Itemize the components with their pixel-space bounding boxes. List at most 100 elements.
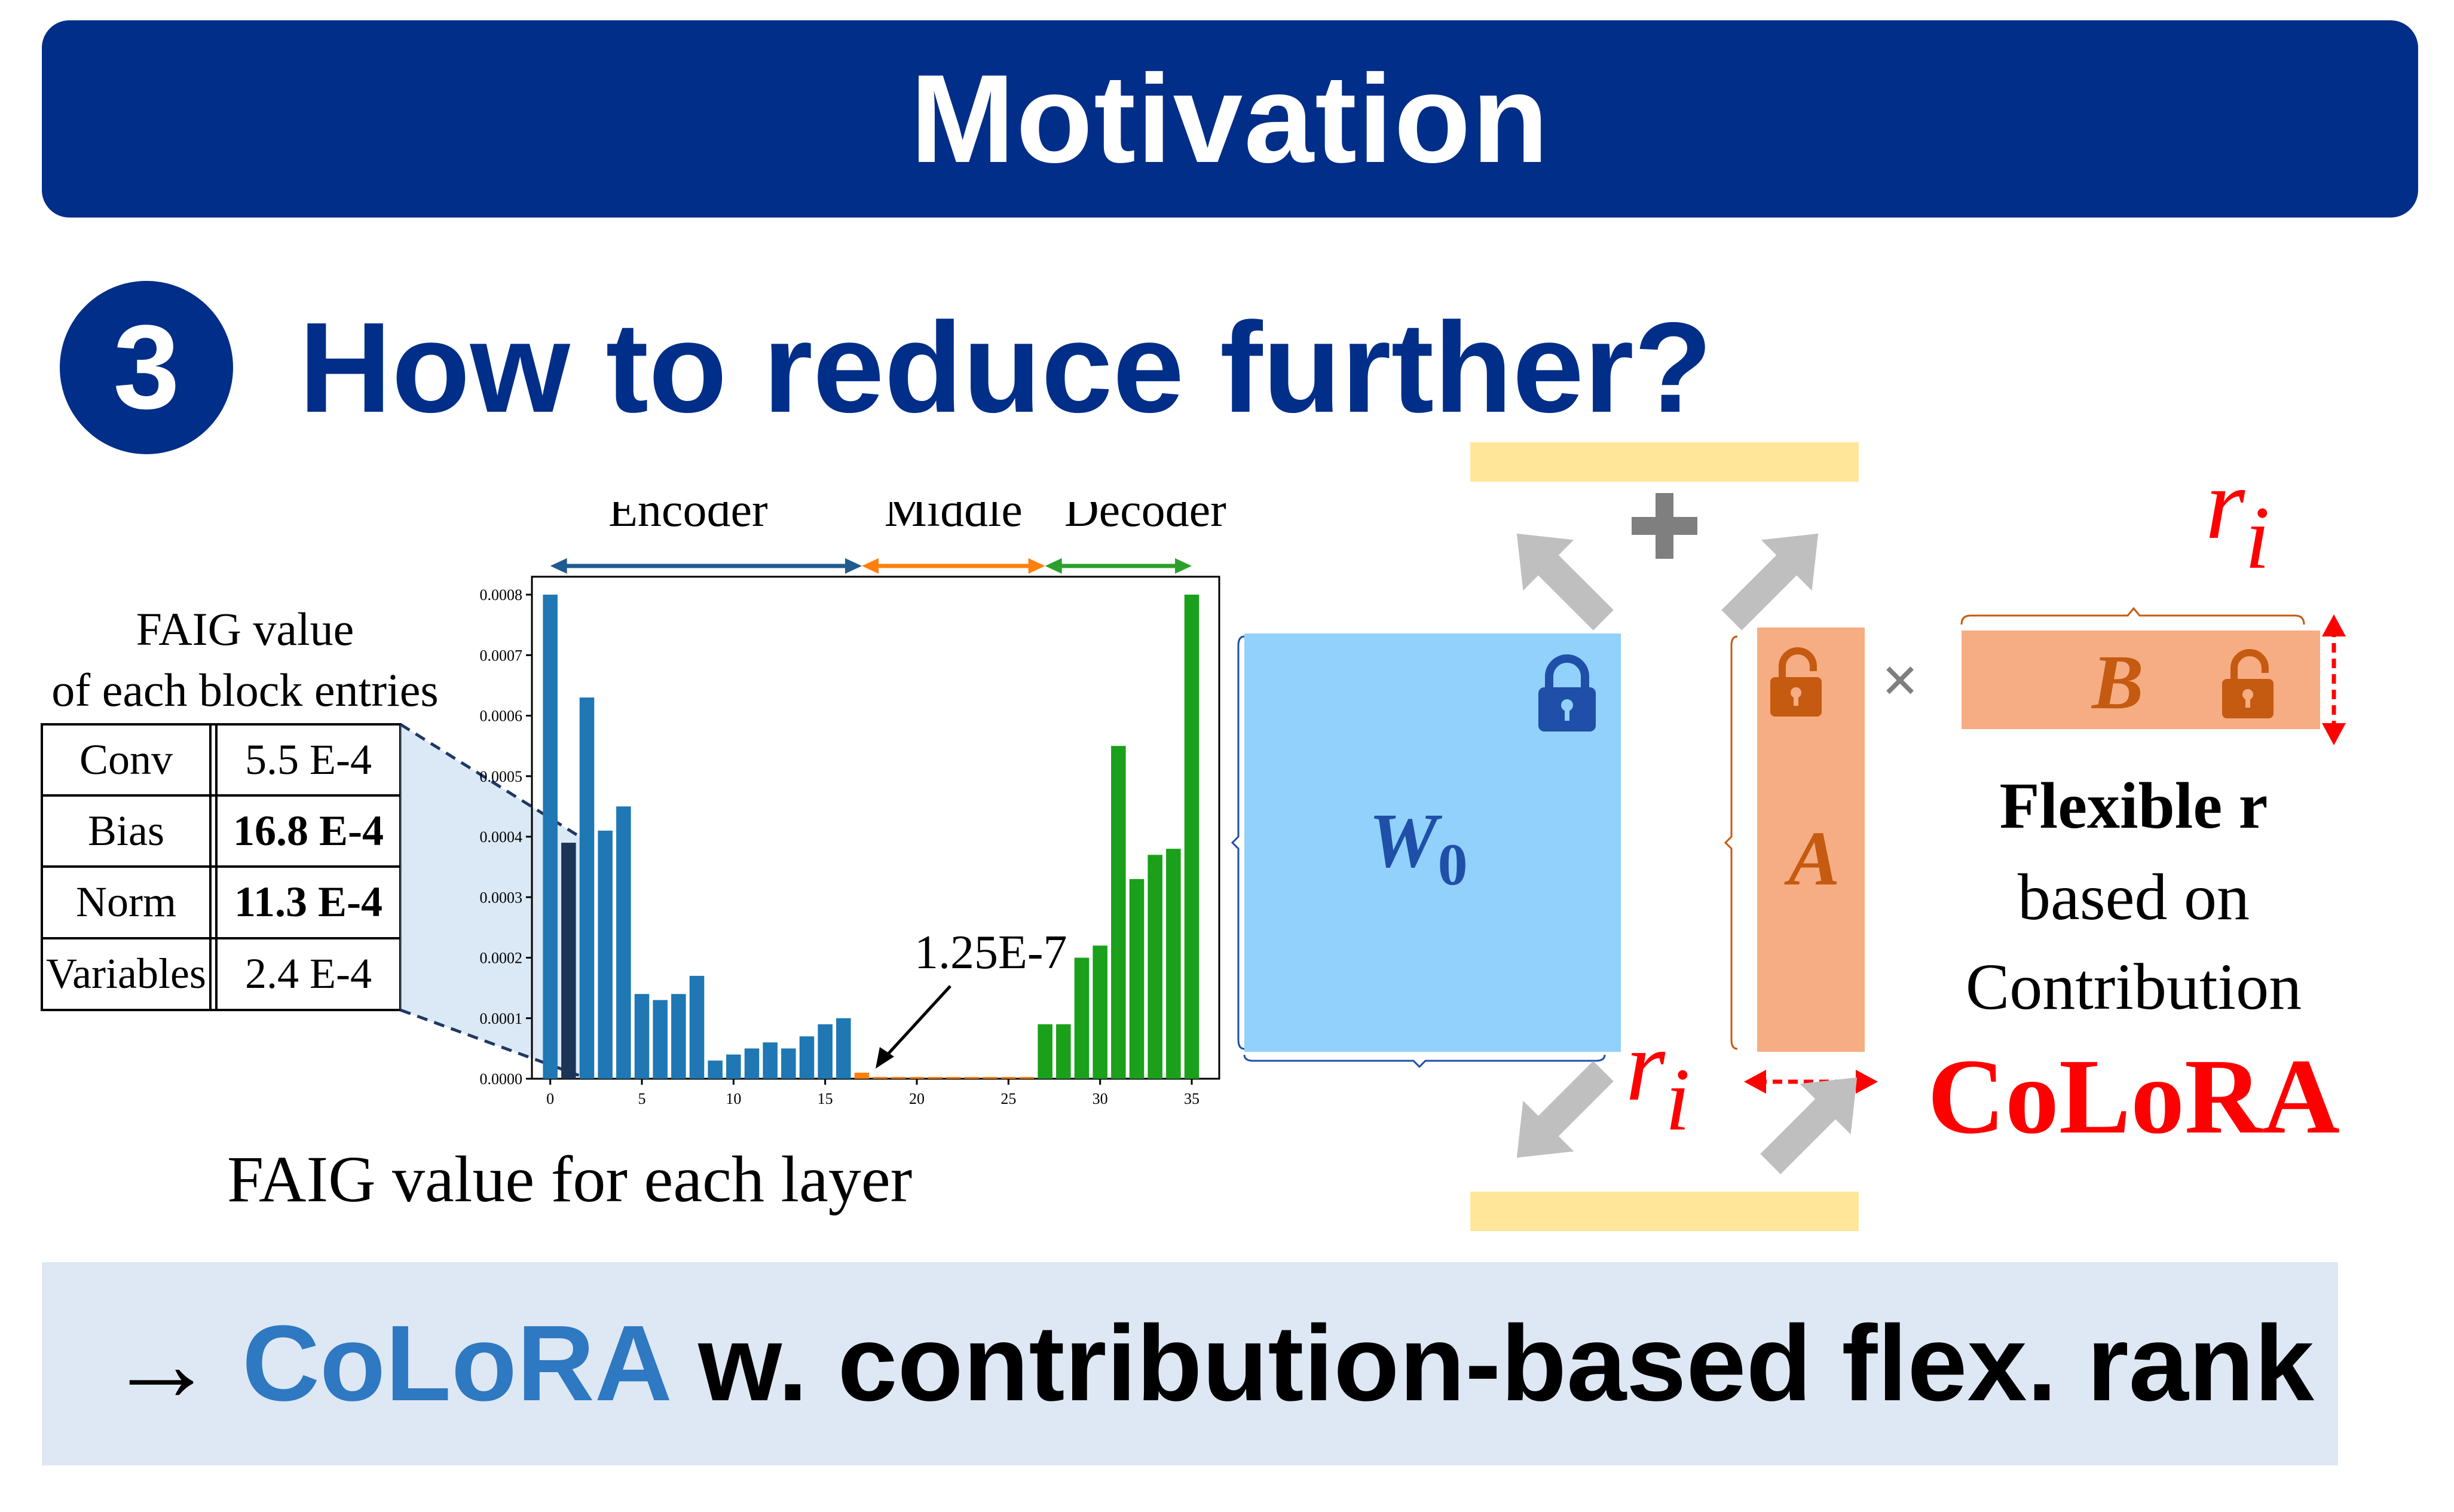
a-left-brace (1724, 635, 1738, 1050)
x-tick-label: 30 (1093, 1090, 1108, 1107)
x-tick-label: 10 (726, 1090, 741, 1107)
w0-left-brace (1231, 635, 1245, 1050)
faig-row-name: Conv (79, 736, 173, 783)
lock-icon (1538, 654, 1596, 731)
section-arrowhead (862, 558, 879, 574)
input-feature-bar (1470, 1192, 1859, 1231)
chart-bar (964, 1077, 980, 1079)
chart-bar (1184, 595, 1200, 1079)
x-tick-label: 0 (546, 1090, 554, 1107)
chart-bar (1056, 1024, 1071, 1079)
arrow-up-left-to-plus (1516, 533, 1614, 630)
chart-bar (653, 1000, 668, 1079)
chart-bar (836, 1018, 851, 1079)
faig-row-value: 5.5 E-4 (245, 736, 372, 783)
based-on-label: based on (2018, 861, 2250, 933)
section-arrowhead (1028, 558, 1045, 574)
a-label: A (1784, 816, 1840, 902)
chart-bar (1166, 849, 1181, 1079)
faig-row-name: Bias (87, 807, 164, 855)
output-feature-bar (1470, 442, 1859, 482)
faig-row-value: 11.3 E-4 (234, 878, 383, 926)
section-label: Encoder (608, 502, 768, 537)
y-tick-label: 0.0001 (480, 1010, 523, 1027)
chart-bar (818, 1024, 833, 1079)
y-tick-label: 0.0008 (480, 586, 523, 604)
annotation-arrow (883, 985, 951, 1059)
chart-bar (1129, 879, 1145, 1079)
arrow-input-to-a (1760, 1077, 1858, 1174)
conclusion-highlight: CoLoRA (242, 1303, 669, 1424)
chart-bar (708, 1060, 723, 1079)
arrow-input-to-w0 (1516, 1061, 1614, 1158)
unlock-icon-a (1770, 647, 1822, 717)
x-tick-label: 25 (1000, 1090, 1016, 1107)
y-tick-label: 0.0002 (480, 950, 523, 967)
b-label: B (2091, 639, 2144, 726)
chart-bar (1001, 1077, 1016, 1079)
chart-bar (1111, 746, 1126, 1079)
rank-label-a: ri (1626, 1009, 1690, 1149)
banner-title: Motivation (910, 48, 1550, 189)
faig-row-value: 2.4 E-4 (245, 950, 372, 997)
x-tick-label: 5 (638, 1090, 646, 1107)
faig-layer-chart: Encoder Middle Decoder 0.0000 0.0001 0.0002 0… (480, 502, 1226, 1107)
faig-row-name: Norm (76, 878, 176, 926)
faig-table-title-2: of each block entries (51, 664, 439, 716)
w0-bottom-brace (1243, 1054, 1606, 1069)
conclusion-rest: w. contribution-based flex. rank (668, 1303, 2314, 1424)
arrow-up-right-to-plus (1721, 533, 1819, 630)
chart-bar (744, 1048, 760, 1079)
title-banner: Motivation (42, 20, 2418, 218)
chart-bar (634, 994, 650, 1079)
faig-row-name: Variables (46, 950, 206, 997)
chart-bar (543, 595, 558, 1079)
y-tick-label: 0.0006 (480, 708, 523, 725)
y-tick-label: 0.0000 (480, 1070, 523, 1088)
chart-bar (983, 1077, 997, 1079)
section-arrowhead (1045, 558, 1062, 574)
chart-bar (854, 1072, 870, 1079)
unlock-icon-b (2222, 649, 2274, 718)
chart-bar (1074, 957, 1090, 1079)
chart-bar (671, 994, 686, 1079)
chart-bar (561, 843, 576, 1079)
section-arrowhead (1175, 558, 1192, 574)
chart-bar (781, 1048, 796, 1079)
chart-bar (909, 1077, 925, 1079)
chart-bar (1038, 1024, 1052, 1079)
b-top-brace (1960, 607, 2305, 625)
x-tick-label: 15 (818, 1090, 833, 1107)
conclusion-text: → CoLoRA w. contribution-based flex. ran… (108, 1262, 2314, 1465)
flexible-r-label: Flexible r (1999, 769, 2268, 842)
rank-label-b: ri (2205, 448, 2270, 587)
multiply-icon: × (1881, 644, 1919, 717)
x-tick-label: 35 (1184, 1090, 1200, 1107)
colora-label: CoLoRA (1927, 1037, 2340, 1156)
chart-bar (946, 1077, 961, 1079)
step-number-badge: 3 (60, 281, 233, 454)
y-tick-label: 0.0003 (480, 889, 523, 906)
annotation-label: 1.25E-7 (914, 926, 1067, 979)
chart-bar (726, 1054, 741, 1079)
chart-bar (799, 1036, 815, 1079)
chart-bar (598, 830, 613, 1079)
chart-bar (763, 1042, 778, 1079)
colora-diagram: W0 A × B ri ri (1231, 442, 2346, 1231)
plus-icon (1632, 493, 1697, 559)
chart-bar (1019, 1077, 1035, 1079)
conclusion-box (42, 1262, 2338, 1465)
w0-label: W0 (1369, 798, 1468, 898)
step-question: How to reduce further? (299, 295, 1713, 439)
faig-table-title-1: FAIG value (136, 603, 354, 655)
chart-bar (616, 806, 631, 1079)
y-tick-label: 0.0007 (480, 647, 523, 664)
contribution-label: Contribution (1966, 950, 2302, 1023)
b-rank-arrow (2322, 614, 2346, 745)
section-label: Middle (885, 502, 1023, 537)
chart-bar (891, 1077, 906, 1079)
x-tick-label: 20 (909, 1090, 925, 1107)
a-rank-arrow (1744, 1070, 1878, 1094)
chart-bar (873, 1077, 888, 1079)
section-arrowhead (845, 558, 862, 574)
